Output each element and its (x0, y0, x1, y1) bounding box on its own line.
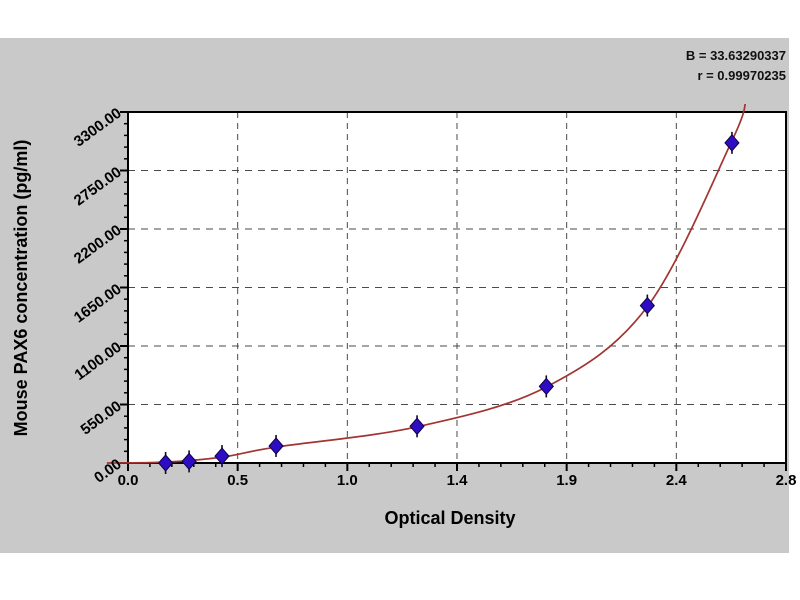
data-points (157, 131, 740, 474)
x-axis-title: Optical Density (384, 508, 516, 528)
standard-point-marker (724, 134, 740, 152)
x-tick-label: 0.5 (227, 472, 249, 489)
standard-point-marker (268, 437, 284, 455)
x-tick-label: 1.4 (446, 472, 468, 489)
gridlines (128, 112, 786, 463)
x-tick-label: 1.9 (556, 472, 578, 489)
x-tick-label: 2.4 (665, 472, 687, 489)
x-tick-label: 0.0 (117, 472, 139, 489)
standard-point-marker (409, 417, 425, 436)
standard-point-marker (538, 377, 554, 396)
standard-point-marker (639, 296, 656, 315)
standard-point-marker (214, 447, 230, 465)
standard-point-marker (157, 454, 174, 472)
x-tick-label: 1.0 (336, 472, 358, 489)
plot-frame (127, 111, 787, 464)
fitted-curve (106, 104, 746, 464)
fit-parameter-b: B = 33.63290337 (685, 48, 786, 63)
x-tick-label: 2.8 (775, 472, 797, 489)
standard-point-marker (181, 452, 197, 471)
fit-correlation-r: r = 0.99970235 (697, 68, 786, 83)
